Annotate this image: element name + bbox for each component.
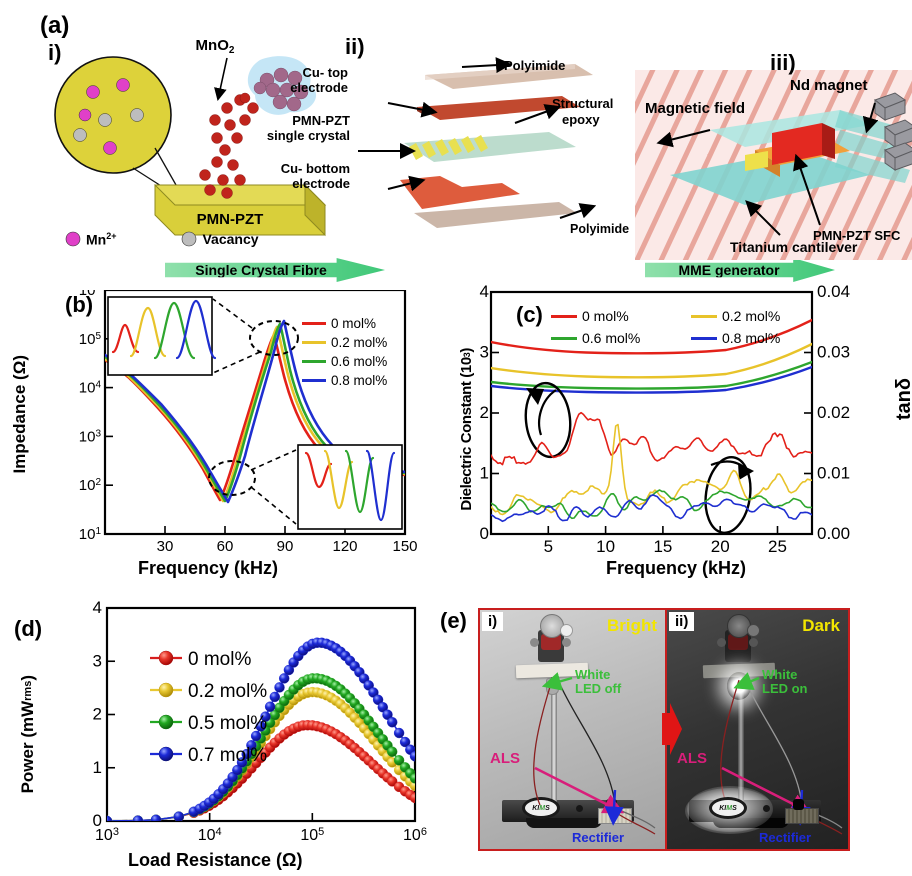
svg-text:30: 30	[157, 538, 174, 555]
svg-text:101: 101	[79, 526, 102, 543]
svg-text:PMN-PZT: PMN-PZT	[197, 211, 264, 228]
svg-text:60: 60	[217, 538, 234, 555]
svg-text:105: 105	[300, 826, 324, 844]
svg-text:MnO2: MnO2	[196, 37, 235, 56]
svg-text:104: 104	[198, 826, 222, 844]
svg-text:105: 105	[79, 331, 102, 348]
svg-text:0.7 mol%: 0.7 mol%	[188, 745, 267, 766]
svg-text:0.5 mol%: 0.5 mol%	[188, 713, 267, 734]
svg-text:epoxy: epoxy	[562, 112, 600, 127]
svg-text:106: 106	[79, 290, 102, 299]
svg-text:106: 106	[403, 826, 427, 844]
svg-text:Polyimide: Polyimide	[504, 58, 565, 73]
svg-text:102: 102	[79, 477, 102, 494]
svg-text:Polyimide: Polyimide	[570, 222, 629, 236]
svg-text:Magnetic field: Magnetic field	[645, 100, 745, 117]
svg-text:Structural: Structural	[552, 96, 613, 111]
svg-text:iii): iii)	[770, 50, 796, 75]
svg-text:4: 4	[93, 598, 102, 617]
svg-text:103: 103	[79, 428, 102, 445]
svg-text:0 mol%: 0 mol%	[188, 649, 251, 670]
svg-text:90: 90	[277, 538, 294, 555]
svg-text:2: 2	[93, 705, 102, 724]
svg-text:1: 1	[93, 758, 102, 777]
svg-text:120: 120	[332, 538, 357, 555]
svg-text:PMN-PZT SFC: PMN-PZT SFC	[813, 228, 901, 243]
svg-text:Nd magnet: Nd magnet	[790, 77, 868, 94]
svg-text:103: 103	[95, 826, 119, 844]
svg-text:104: 104	[79, 380, 102, 397]
svg-text:3: 3	[93, 651, 102, 670]
svg-text:150: 150	[392, 538, 417, 555]
svg-text:0.2 mol%: 0.2 mol%	[188, 681, 267, 702]
